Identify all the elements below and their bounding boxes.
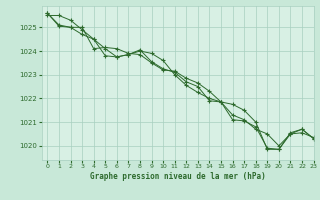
X-axis label: Graphe pression niveau de la mer (hPa): Graphe pression niveau de la mer (hPa)	[90, 172, 266, 181]
